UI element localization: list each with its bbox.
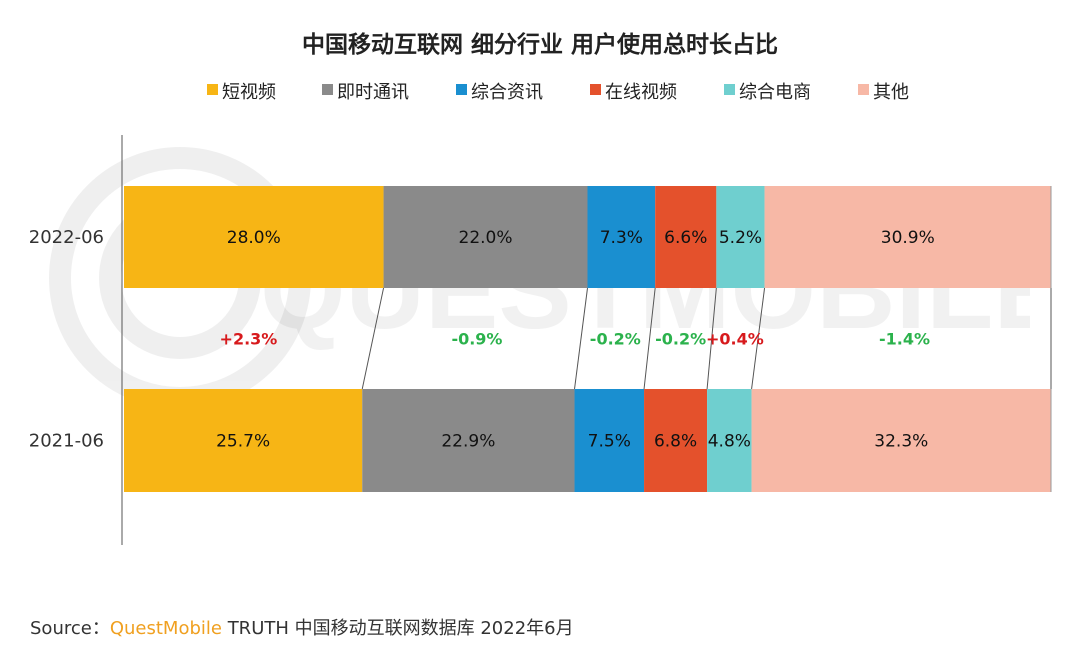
bar-value-label: 25.7% — [216, 432, 270, 452]
legend-swatch — [207, 84, 218, 95]
bar-segment — [707, 389, 752, 492]
bar-segment — [383, 186, 588, 288]
bars: 28.0% 22.0% 7.3% 6.6% 5.2% 30.9% 25.7% 22.9% 7.5… — [124, 186, 1052, 492]
bar-value-label: 7.5% — [588, 432, 631, 452]
bar-row-2021-06: 25.7% 22.9% 7.5% 6.8% 4.8% 32.3% — [124, 389, 1052, 492]
legend-swatch — [456, 84, 467, 95]
footer-brand: QuestMobile — [109, 618, 222, 639]
bar-segment — [574, 389, 645, 492]
bar-value-label: 22.0% — [459, 228, 513, 248]
legend-label: 综合电商 — [739, 82, 811, 103]
bar-segment — [587, 186, 656, 288]
legend: 短视频 即时通讯 综合资讯 在线视频 综合电商 其他 — [207, 82, 909, 103]
legend-label: 综合资讯 — [471, 82, 543, 103]
footer-rest: TRUTH 中国移动互联网数据库 2022年6月 — [221, 618, 574, 639]
bar-value-label: 6.8% — [654, 432, 697, 452]
bar-value-label: 7.3% — [600, 228, 643, 248]
bar-value-label: 22.9% — [441, 432, 495, 452]
connector-line — [361, 287, 385, 390]
bar-segment — [716, 186, 765, 288]
legend-swatch — [724, 84, 735, 95]
bar-segment — [764, 186, 1051, 288]
bar-value-label: 32.3% — [874, 432, 928, 452]
bar-value-label: 4.8% — [708, 432, 751, 452]
bar-segment — [124, 389, 363, 492]
bar-value-label: 28.0% — [227, 228, 281, 248]
legend-item-4: 综合电商 — [724, 82, 811, 103]
delta-label: -0.2% — [590, 330, 641, 349]
legend-label: 在线视频 — [605, 82, 677, 103]
bar-row-2022-06: 28.0% 22.0% 7.3% 6.6% 5.2% 30.9% — [124, 186, 1052, 288]
legend-swatch — [590, 84, 601, 95]
legend-label: 短视频 — [222, 82, 276, 103]
delta-labels: +2.3% -0.9% -0.2% -0.2% +0.4% -1.4% — [220, 330, 930, 349]
legend-item-3: 在线视频 — [590, 82, 677, 103]
legend-item-5: 其他 — [858, 82, 909, 103]
bar-segment — [362, 389, 575, 492]
connector-line — [574, 287, 588, 390]
bar-value-label: 5.2% — [719, 228, 762, 248]
category-labels: 2022-06 2021-06 — [29, 227, 104, 452]
bar-segment — [655, 186, 717, 288]
legend-item-1: 即时通讯 — [322, 82, 409, 103]
connector-line — [751, 287, 766, 390]
legend-item-2: 综合资讯 — [456, 82, 543, 103]
category-label: 2022-06 — [29, 227, 104, 248]
connector-line — [706, 287, 717, 390]
delta-label: +2.3% — [220, 330, 278, 349]
footer-source: Source：QuestMobile TRUTH 中国移动互联网数据库 2022… — [30, 614, 574, 640]
delta-label: -0.9% — [451, 330, 502, 349]
stacked-bar-chart: 中国移动互联网 细分行业 用户使用总时长占比 短视频 即时通讯 综合资讯 在线视频 综合… — [29, 31, 1052, 545]
connectors — [361, 287, 1052, 390]
legend-item-0: 短视频 — [207, 82, 276, 103]
connector-line — [643, 287, 656, 390]
chart-title: 中国移动互联网 细分行业 用户使用总时长占比 — [302, 31, 778, 58]
delta-label: -1.4% — [879, 330, 930, 349]
bar-segment — [124, 186, 384, 288]
category-label: 2021-06 — [29, 431, 104, 452]
delta-label: +0.4% — [706, 330, 764, 349]
legend-label: 即时通讯 — [337, 82, 409, 103]
footer-prefix: Source： — [30, 618, 110, 639]
bar-value-label: 30.9% — [881, 228, 935, 248]
legend-swatch — [858, 84, 869, 95]
legend-label: 其他 — [873, 82, 909, 103]
legend-swatch — [322, 84, 333, 95]
bar-segment — [644, 389, 708, 492]
bar-value-label: 6.6% — [664, 228, 707, 248]
bar-segment — [751, 389, 1051, 492]
delta-label: -0.2% — [655, 330, 706, 349]
